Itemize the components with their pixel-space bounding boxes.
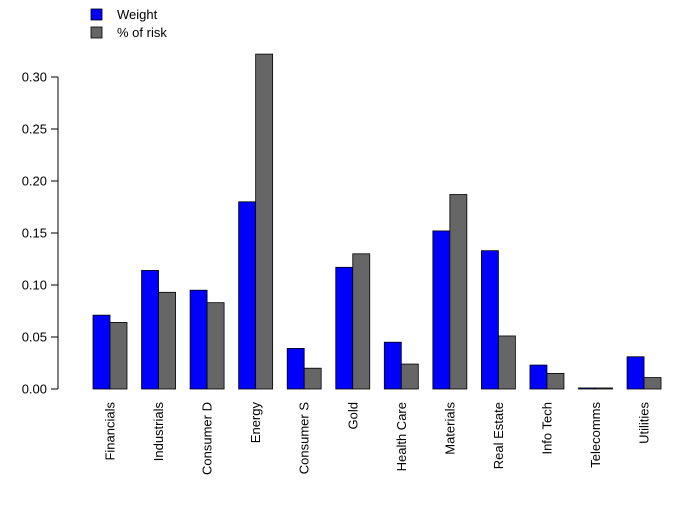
- bar-weight-financials: [92, 314, 111, 390]
- x-tick-label: Telecomms: [588, 402, 603, 468]
- y-tick-label: 0.00: [22, 382, 47, 397]
- bar-weight-consumer-d: [189, 289, 208, 390]
- x-tick-label: Gold: [345, 402, 360, 429]
- bar-weight-energy: [238, 201, 257, 390]
- bar-risk-consumer-s: [303, 367, 322, 390]
- bar-risk-gold: [352, 253, 371, 390]
- bar-weight-health-care: [383, 341, 402, 390]
- bar-weight-industrials: [141, 270, 159, 390]
- x-tick-label: Consumer D: [200, 402, 215, 475]
- bar-weight-consumer-s: [286, 348, 305, 390]
- bar-weight-materials: [432, 230, 451, 390]
- x-tick-label: Energy: [248, 402, 263, 444]
- bars: [92, 53, 662, 390]
- bar-weight-utilities: [626, 356, 645, 390]
- x-tick-label: Real Estate: [491, 402, 506, 469]
- x-tick-label: Utilities: [637, 402, 652, 444]
- x-tick-label: Info Tech: [539, 402, 554, 455]
- x-tick-label: Industrials: [151, 402, 166, 462]
- y-tick-label: 0.20: [22, 174, 47, 189]
- legend-label: % of risk: [117, 25, 167, 40]
- bar-risk-financials: [109, 322, 128, 390]
- x-axis-labels: Financials Industrials Consumer D Energy Con…: [103, 402, 652, 475]
- y-tick-label: 0.15: [22, 226, 47, 241]
- bar-risk-consumer-d: [206, 302, 225, 390]
- bar-risk-materials: [449, 194, 468, 390]
- y-tick-label: 0.05: [22, 330, 47, 345]
- bar-risk-real-estate: [497, 335, 516, 390]
- y-tick-label: 0.25: [22, 122, 47, 137]
- bar-risk-industrials: [158, 291, 176, 390]
- legend-label: Weight: [117, 7, 158, 22]
- x-tick-label: Financials: [103, 402, 118, 461]
- bar-risk-utilities: [643, 377, 662, 390]
- x-tick-label: Consumer S: [297, 402, 312, 475]
- bar-weight-info-tech: [529, 364, 548, 390]
- bar-risk-info-tech: [546, 372, 565, 390]
- bar-weight-real-estate: [480, 250, 499, 390]
- bar-risk-telecomms: [595, 387, 613, 390]
- legend-swatch: [90, 8, 103, 21]
- y-tick-label: 0.10: [22, 278, 47, 293]
- bar-risk-health-care: [400, 363, 419, 390]
- bar-weight-telecomms: [578, 387, 596, 390]
- y-axis: 0.00 0.05 0.10 0.15 0.20 0.25 0.30: [22, 70, 59, 397]
- legend: Weight % of risk: [90, 7, 167, 40]
- x-tick-label: Materials: [442, 402, 457, 455]
- y-tick-label: 0.30: [22, 70, 47, 85]
- legend-swatch: [90, 26, 103, 39]
- bar-weight-gold: [335, 266, 354, 390]
- x-tick-label: Health Care: [394, 402, 409, 471]
- bar-risk-energy: [255, 53, 274, 390]
